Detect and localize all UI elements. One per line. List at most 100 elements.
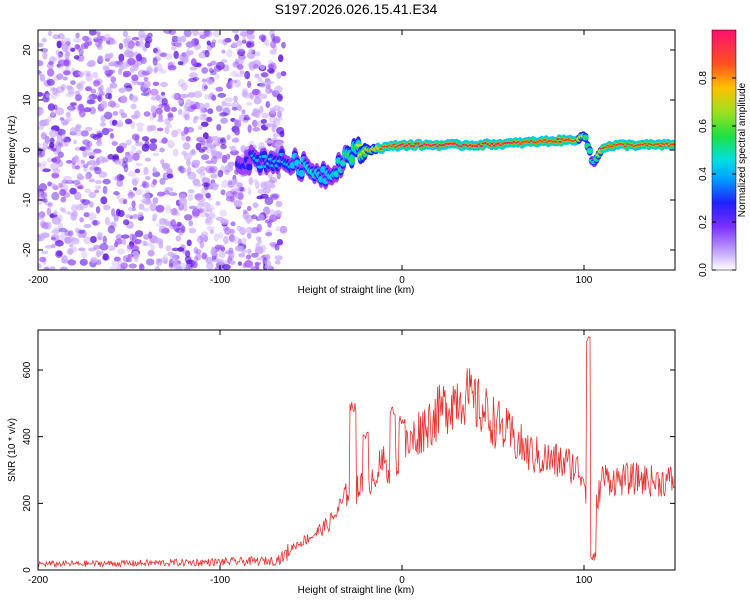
spectrogram-noise-cell — [153, 69, 158, 74]
spectrogram-noise-cell — [193, 38, 200, 45]
spectrogram-noise-cell — [226, 134, 231, 141]
spectrogram-noise-cell — [265, 231, 273, 237]
spectrogram-noise-cell — [232, 236, 241, 244]
spectrogram-noise-cell — [210, 70, 217, 76]
spectrogram-noise-cell — [96, 95, 102, 101]
spectrogram-noise-cell — [77, 185, 84, 190]
spectrogram-noise-cell — [186, 239, 192, 247]
spectrogram-noise-cell — [224, 169, 230, 175]
spectrogram-noise-cell — [85, 86, 93, 92]
spectrogram-noise-cell — [200, 146, 208, 151]
spectrogram-noise-cell — [281, 41, 286, 49]
spectrogram-noise-cell — [128, 263, 137, 269]
spectrogram-noise-cell — [149, 138, 158, 144]
spectrogram-noise-cell — [230, 145, 237, 152]
spectrogram-noise-cell — [170, 207, 179, 216]
spectrogram-noise-cell — [175, 265, 183, 270]
spectrogram-noise-cell — [184, 113, 190, 121]
spectrogram-noise-cell — [270, 40, 276, 49]
spectrogram-noise-cell — [172, 148, 179, 157]
spectrogram-noise-cell — [102, 253, 109, 261]
spectrogram-noise-cell — [73, 155, 80, 162]
spectrogram-noise-cell — [178, 109, 183, 116]
spectrogram-noise-cell — [52, 216, 61, 225]
spectrogram-noise-cell — [173, 50, 179, 59]
spectrogram-noise-cell — [149, 244, 156, 252]
spectrogram-noise-cell — [246, 42, 255, 48]
spectrogram-noise-cell — [230, 221, 236, 227]
spectrogram-noise-cell — [85, 150, 90, 156]
spectrogram-noise-cell — [131, 133, 140, 141]
spectrogram-noise-cell — [78, 80, 86, 85]
spectrogram-noise-cell — [204, 102, 210, 109]
spectrogram-noise-cell — [280, 71, 287, 77]
spectrogram-noise-cell — [242, 209, 248, 214]
spectrogram-noise-cell — [210, 135, 220, 142]
spectrogram-noise-cell — [251, 119, 258, 128]
spectrogram-noise-cell — [251, 252, 259, 258]
spectrogram-noise-cell — [119, 62, 124, 71]
spectrogram-noise-cell — [121, 238, 127, 245]
spectrogram-noise-cell — [177, 247, 185, 252]
spectrogram-noise-cell — [38, 107, 44, 116]
spectrogram-noise-cell — [179, 165, 185, 174]
spectrogram-noise-cell — [104, 92, 112, 100]
snr-x-tick-label: 100 — [576, 575, 593, 586]
spectrogram-noise-cell — [207, 78, 213, 85]
spectrogram-noise-cell — [152, 236, 159, 244]
spectrogram-noise-cell — [114, 160, 121, 165]
spectrogram-noise-cell — [56, 73, 64, 80]
spectrogram-noise-cell — [118, 158, 126, 167]
spectrogram-noise-cell — [236, 182, 243, 188]
spectrogram-noise-cell — [91, 219, 100, 226]
spectrogram-noise-cell — [269, 115, 278, 124]
spectrogram-noise-cell — [65, 160, 73, 164]
spectrogram-noise-cell — [270, 194, 279, 201]
spectrogram-noise-cell — [63, 139, 70, 147]
spectrogram-noise-cell — [189, 128, 194, 133]
spectrogram-noise-cell — [47, 30, 53, 37]
spectrogram-noise-cell — [206, 262, 214, 270]
spectrogram-noise-cell — [143, 76, 149, 82]
spectrogram-noise-cell — [222, 107, 231, 116]
spectrogram-noise-cell — [144, 176, 151, 181]
spectrogram-noise-cell — [191, 159, 201, 167]
spectrogram-noise-cell — [217, 258, 225, 265]
spectrogram-noise-cell — [80, 159, 85, 164]
spectrogram-noise-cell — [77, 229, 85, 234]
spectrogram-noise-cell — [160, 91, 166, 97]
spectrogram-noise-cell — [206, 40, 211, 46]
spectrogram-noise-cell — [246, 205, 252, 212]
spectrogram-noise-cell — [139, 33, 148, 38]
spectrogram-noise-cell — [271, 123, 277, 128]
spectrogram-noise-cell — [184, 250, 191, 258]
spectrogram-noise-cell — [110, 76, 117, 83]
spectrogram-noise-cell — [93, 244, 101, 250]
spectrogram-noise-cell — [49, 142, 55, 149]
spectrogram-noise-cell — [149, 112, 154, 122]
spectrogram-noise-cell — [267, 63, 275, 69]
spectrogram-noise-cell — [78, 233, 83, 239]
spectrogram-noise-cell — [148, 231, 153, 239]
spectrogram-noise-cell — [63, 175, 73, 182]
spectrogram-noise-cell — [211, 39, 217, 45]
spectrogram-noise-cell — [56, 40, 62, 49]
spectrogram-noise-cell — [77, 184, 85, 190]
spectrogram-noise-cell — [79, 258, 88, 266]
spectrogram-noise-cell — [207, 142, 213, 149]
spectrogram-noise-cell — [84, 188, 92, 193]
spectrogram-noise-cell — [183, 109, 190, 117]
spectrogram-noise-cell — [231, 42, 237, 48]
spectrogram-noise-cell — [120, 262, 128, 269]
spectrogram-noise-cell — [60, 207, 66, 213]
spectrogram-noise-cell — [241, 87, 249, 94]
spectrogram-noise-cell — [241, 109, 246, 115]
spectrogram-noise-cell — [65, 111, 71, 118]
spectrogram-noise-cell — [94, 185, 102, 190]
spectrogram-noise-cell — [192, 178, 200, 186]
spectrogram-noise-cell — [116, 179, 124, 187]
spectrogram-noise-cell — [205, 192, 211, 199]
spectrogram-noise-cell — [221, 179, 229, 188]
spectrogram-noise-cell — [97, 87, 102, 92]
spectrogram-noise-cell — [110, 40, 117, 45]
